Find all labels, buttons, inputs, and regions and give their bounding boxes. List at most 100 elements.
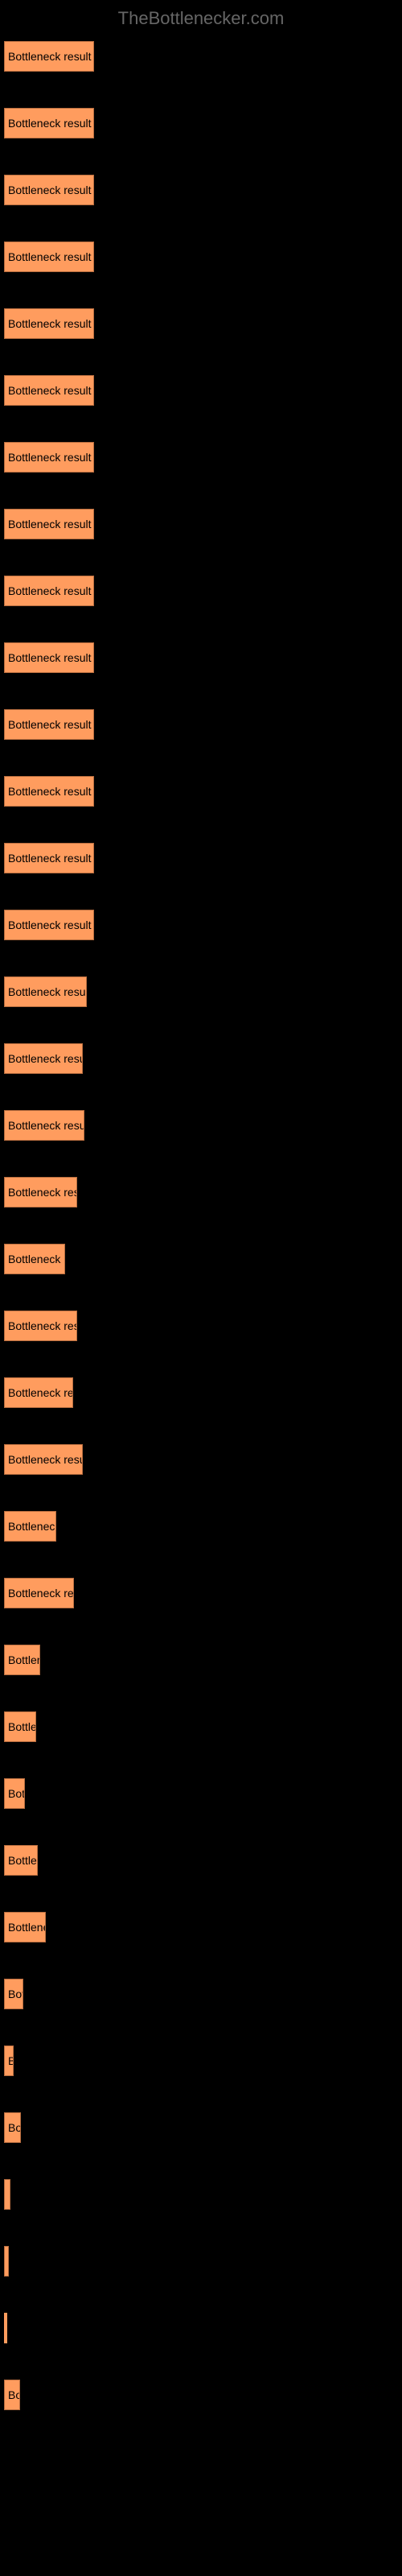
bottleneck-bar[interactable]: [4, 2246, 9, 2277]
site-title: TheBottlenecker.com: [118, 8, 285, 28]
bottleneck-bar[interactable]: Bottlen: [4, 1645, 40, 1675]
bar-row: Bottle: [4, 1845, 398, 1876]
bar-label: Bottleneck result: [8, 317, 92, 330]
bar-row: Bottleneck r: [4, 1244, 398, 1274]
bar-label: Bottleneck res: [8, 1386, 72, 1399]
bar-label: Bo: [8, 2121, 20, 2134]
bottleneck-bar[interactable]: Bottleneck result: [4, 375, 94, 406]
bar-row: Bottleneck res: [4, 1578, 398, 1608]
bottleneck-bar[interactable]: Bottle: [4, 1845, 38, 1876]
bottleneck-bar[interactable]: Bottlene: [4, 1912, 46, 1942]
bar-row: Bot: [4, 1778, 398, 1809]
bar-label: Bot: [8, 1988, 23, 2000]
bar-row: Bottleneck resu: [4, 1177, 398, 1208]
bar-row: Bottleneck result: [4, 1444, 398, 1475]
bar-label: Bottleneck result: [8, 384, 92, 397]
bottleneck-bar[interactable]: Bottleneck result: [4, 41, 94, 72]
bar-label: Bottle: [8, 1854, 37, 1867]
bar-label: Bottlene: [8, 1921, 45, 1934]
bar-row: Bo: [4, 2112, 398, 2143]
bottleneck-bar[interactable]: Bot: [4, 1979, 23, 2009]
bar-row: Bottleneck result: [4, 1110, 398, 1141]
bottleneck-bar[interactable]: Bot: [4, 1778, 25, 1809]
bar-row: Bottleneck result: [4, 642, 398, 673]
bottleneck-bar[interactable]: Bottleneck result: [4, 442, 94, 473]
bottleneck-bar[interactable]: Bottleneck result: [4, 709, 94, 740]
bottleneck-bar[interactable]: Bottleneck result: [4, 843, 94, 873]
bottleneck-bar[interactable]: Bottleneck result: [4, 776, 94, 807]
bar-label: Bottleneck result: [8, 718, 92, 731]
bottleneck-bar[interactable]: Bo: [4, 2380, 20, 2410]
bar-row: Bottlene: [4, 1912, 398, 1942]
bottleneck-chart: Bottleneck result Bottleneck result Bottle…: [0, 41, 402, 2410]
bottleneck-bar[interactable]: Bottleneck result: [4, 976, 87, 1007]
bottleneck-bar[interactable]: Bottleneck res: [4, 1578, 74, 1608]
bar-label: Bottle: [8, 1720, 35, 1733]
bar-label: Bottlen: [8, 1653, 39, 1666]
bar-row: Bottleneck result: [4, 175, 398, 205]
bottleneck-bar[interactable]: Bottleneck result: [4, 242, 94, 272]
bar-row: [4, 2246, 398, 2277]
bottleneck-bar[interactable]: Bottleneck result: [4, 910, 94, 940]
bottleneck-bar[interactable]: Bottleneck result: [4, 509, 94, 539]
bar-label: Bottleneck result: [8, 584, 92, 597]
bar-label: Bottleneck r: [8, 1253, 64, 1265]
bottleneck-bar[interactable]: Bottleneck res: [4, 1377, 73, 1408]
bottleneck-bar[interactable]: Bottleneck resu: [4, 1177, 77, 1208]
bar-label: B: [8, 2054, 13, 2067]
bar-row: Bottleneck result: [4, 41, 398, 72]
bar-row: Bottleneck result: [4, 509, 398, 539]
bar-label: Bottleneck result: [8, 985, 86, 998]
bar-row: Bottleneck result: [4, 108, 398, 138]
bottleneck-bar[interactable]: Bottle: [4, 1711, 36, 1742]
bar-label: Bottleneck result: [8, 852, 92, 865]
bottleneck-bar[interactable]: B: [4, 2046, 14, 2076]
bar-label: Bottleneck result: [8, 919, 92, 931]
bar-row: B: [4, 2046, 398, 2076]
bar-label: Bottleneck result: [8, 250, 92, 263]
bar-row: [4, 2179, 398, 2210]
bottleneck-bar[interactable]: [4, 2313, 7, 2343]
bar-label: Bottleneck result: [8, 184, 92, 196]
bottleneck-bar[interactable]: Bottleneck: [4, 1511, 56, 1542]
bar-row: Bo: [4, 2380, 398, 2410]
bar-label: Bottleneck result: [8, 518, 92, 530]
bar-label: Bo: [8, 2388, 19, 2401]
bar-label: Bottleneck result: [8, 117, 92, 130]
bottleneck-bar[interactable]: Bottleneck result: [4, 1043, 83, 1074]
bottleneck-bar[interactable]: Bottleneck result: [4, 308, 94, 339]
bar-row: Bottleneck result: [4, 1043, 398, 1074]
bar-row: Bottleneck result: [4, 776, 398, 807]
bar-label: Bottleneck result: [8, 1453, 82, 1466]
bar-row: Bottleneck res: [4, 1377, 398, 1408]
bar-label: Bottleneck result: [8, 785, 92, 798]
bottleneck-bar[interactable]: Bottleneck result: [4, 1444, 83, 1475]
bar-row: Bot: [4, 1979, 398, 2009]
bar-row: Bottleneck result: [4, 576, 398, 606]
bottleneck-bar[interactable]: Bottleneck r: [4, 1244, 65, 1274]
bottleneck-bar[interactable]: Bottleneck result: [4, 175, 94, 205]
bar-label: Bottleneck: [8, 1520, 55, 1533]
bar-label: Bottleneck result: [8, 651, 92, 664]
bar-row: [4, 2313, 398, 2343]
bar-label: Bottleneck res: [8, 1587, 73, 1600]
bar-label: Bottleneck result: [8, 50, 92, 63]
bottleneck-bar[interactable]: Bottleneck resu: [4, 1311, 77, 1341]
bar-label: Bottleneck resu: [8, 1186, 76, 1199]
bottleneck-bar[interactable]: Bottleneck result: [4, 642, 94, 673]
bar-label: Bottleneck result: [8, 451, 92, 464]
bottleneck-bar[interactable]: Bottleneck result: [4, 1110, 84, 1141]
bar-row: Bottleneck result: [4, 976, 398, 1007]
bar-row: Bottleneck result: [4, 442, 398, 473]
bar-label: Bottleneck result: [8, 1119, 84, 1132]
bottleneck-bar[interactable]: Bottleneck result: [4, 576, 94, 606]
bottleneck-bar[interactable]: [4, 2179, 10, 2210]
bar-label: Bot: [8, 1787, 24, 1800]
bar-row: Bottle: [4, 1711, 398, 1742]
bar-row: Bottleneck result: [4, 308, 398, 339]
bottleneck-bar[interactable]: Bottleneck result: [4, 108, 94, 138]
bottleneck-bar[interactable]: Bo: [4, 2112, 21, 2143]
bar-row: Bottleneck result: [4, 843, 398, 873]
bar-row: Bottlen: [4, 1645, 398, 1675]
bar-row: Bottleneck result: [4, 910, 398, 940]
